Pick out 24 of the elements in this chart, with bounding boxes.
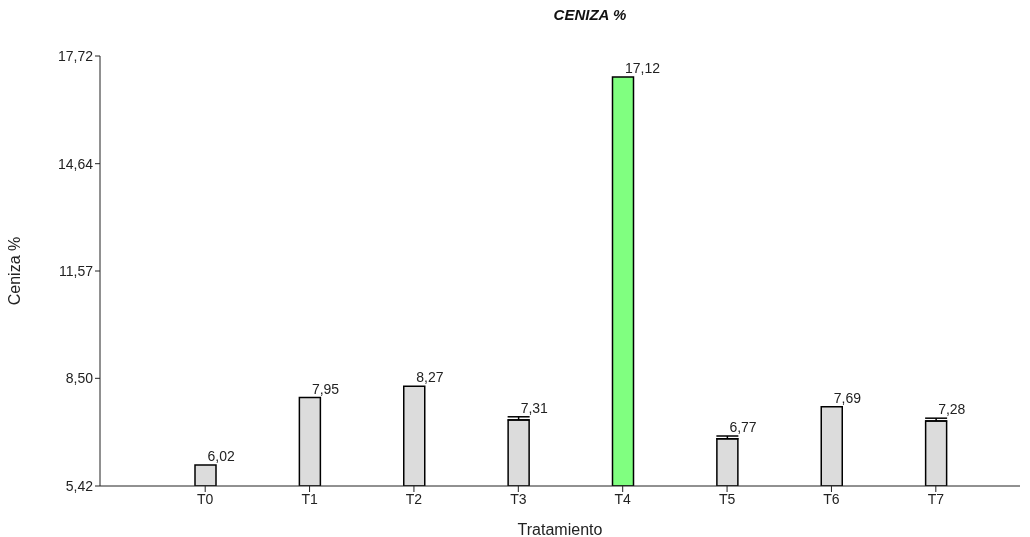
x-tick-label: T5: [718, 490, 736, 507]
data-label: 7,28: [938, 401, 966, 418]
chart-title: CENIZA %: [552, 6, 628, 23]
data-label: 8,27: [416, 369, 444, 386]
data-label: 7,31: [520, 399, 549, 416]
data-label: 7,69: [833, 389, 862, 406]
x-tick-label: T1: [301, 490, 318, 507]
x-tick-label: T2: [405, 490, 423, 507]
y-tick-label: 17,72: [57, 47, 94, 64]
x-tick-label: T6: [823, 490, 840, 507]
data-label: 6,77: [729, 419, 757, 436]
y-tick-label: 5,42: [65, 477, 94, 494]
y-tick-label: 11,57: [59, 262, 94, 279]
x-tick-label: T4: [614, 490, 632, 507]
data-label: 7,95: [311, 380, 340, 397]
x-tick-label: T3: [510, 490, 527, 507]
y-tick-label: 14,64: [57, 155, 94, 172]
x-axis-title: Tratamiento: [517, 521, 603, 537]
x-tick-label: T7: [927, 490, 945, 507]
data-label: 6,02: [207, 448, 235, 465]
data-label: 17,12: [625, 59, 661, 76]
x-tick-label: T0: [197, 490, 214, 507]
y-axis-title: Ceniza %: [5, 236, 23, 306]
y-tick-label: 8,50: [65, 370, 94, 387]
